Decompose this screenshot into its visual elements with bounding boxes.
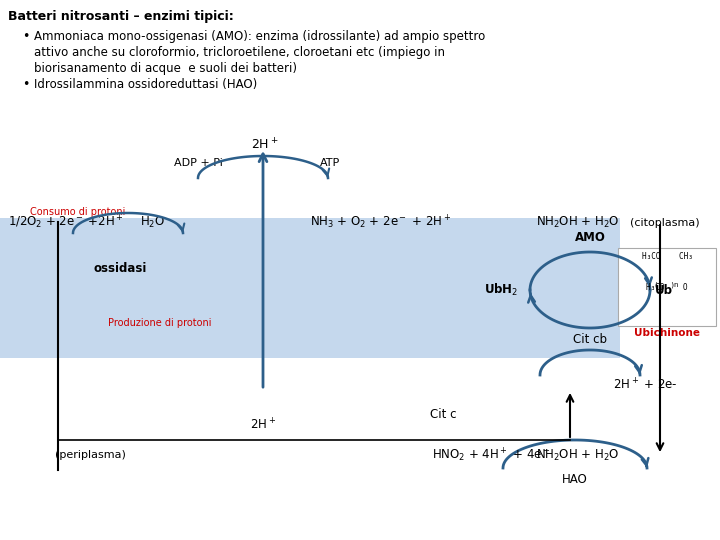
Text: UbH$_2$: UbH$_2$ bbox=[484, 282, 518, 298]
Text: (citoplasma): (citoplasma) bbox=[630, 218, 700, 228]
Text: H₃CO    CH₃


H₃CO    O: H₃CO CH₃ H₃CO O bbox=[642, 252, 693, 292]
Text: (      )n: ( )n bbox=[655, 282, 679, 288]
Bar bbox=[0, 218, 620, 358]
Text: Ub: Ub bbox=[655, 284, 673, 296]
Text: NH$_2$OH + H$_2$O: NH$_2$OH + H$_2$O bbox=[536, 448, 619, 463]
Text: NH$_2$OH + H$_2$O: NH$_2$OH + H$_2$O bbox=[536, 214, 619, 230]
Text: (periplasma): (periplasma) bbox=[55, 450, 126, 460]
Text: 2H$^+$: 2H$^+$ bbox=[250, 417, 276, 433]
Text: ossidasi: ossidasi bbox=[94, 261, 147, 274]
Text: Consumo di protoni: Consumo di protoni bbox=[30, 207, 125, 217]
Bar bbox=[618, 248, 716, 326]
Text: Batteri nitrosanti – enzimi tipici:: Batteri nitrosanti – enzimi tipici: bbox=[8, 10, 234, 23]
Text: •: • bbox=[22, 30, 30, 43]
Text: AMO: AMO bbox=[575, 231, 606, 244]
Text: 2H$^+$: 2H$^+$ bbox=[251, 137, 279, 152]
Text: ATP: ATP bbox=[320, 158, 340, 168]
Text: 1/2O$_2$ + 2e$^-$ +2H$^+$: 1/2O$_2$ + 2e$^-$ +2H$^+$ bbox=[8, 213, 124, 231]
Text: Cit c: Cit c bbox=[430, 408, 456, 422]
Text: attivo anche su cloroformio, tricloroetilene, cloroetani etc (impiego in: attivo anche su cloroformio, tricloroeti… bbox=[34, 46, 445, 59]
Text: NH$_3$ + O$_2$ + 2e$^-$ + 2H$^+$: NH$_3$ + O$_2$ + 2e$^-$ + 2H$^+$ bbox=[310, 213, 451, 231]
Text: HNO$_2$ + 4H$^+$ + 4e$^-$: HNO$_2$ + 4H$^+$ + 4e$^-$ bbox=[432, 446, 551, 464]
Text: Ammoniaca mono-ossigenasi (AMO): enzima (idrossilante) ad ampio spettro: Ammoniaca mono-ossigenasi (AMO): enzima … bbox=[34, 30, 485, 43]
Text: HAO: HAO bbox=[562, 473, 588, 486]
Text: Ubichinone: Ubichinone bbox=[634, 328, 700, 338]
Text: •: • bbox=[22, 78, 30, 91]
Text: Cit cb: Cit cb bbox=[573, 333, 607, 346]
Text: 2H$^+$ + 2e-: 2H$^+$ + 2e- bbox=[613, 377, 678, 393]
Text: biorisanamento di acque  e suoli dei batteri): biorisanamento di acque e suoli dei batt… bbox=[34, 62, 297, 75]
Text: Produzione di protoni: Produzione di protoni bbox=[108, 318, 212, 328]
Text: Idrossilammina ossidoreduttasi (HAO): Idrossilammina ossidoreduttasi (HAO) bbox=[34, 78, 257, 91]
Text: H$_2$O: H$_2$O bbox=[140, 214, 166, 230]
Text: ADP + Pi: ADP + Pi bbox=[174, 158, 222, 168]
